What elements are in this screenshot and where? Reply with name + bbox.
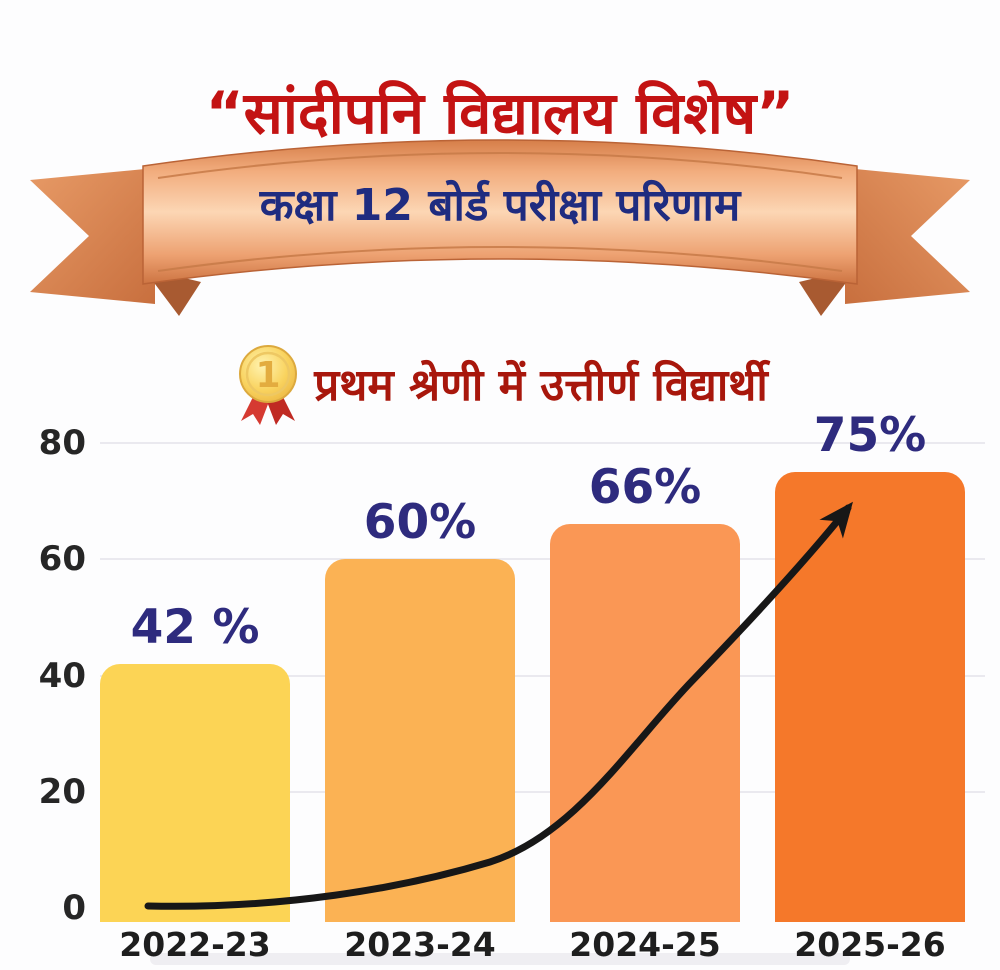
y-axis-tick-40: 40	[38, 655, 86, 696]
subtitle: प्रथम श्रेणी में उत्तीर्ण विद्यार्थी	[314, 360, 768, 411]
y-axis-tick-60: 60	[38, 539, 86, 580]
bar-2023-24	[325, 559, 515, 922]
ribbon-right-tail	[845, 168, 970, 304]
bar-2024-25	[550, 524, 740, 922]
ribbon-banner	[25, 136, 975, 341]
value-label-2023-24: 60%	[363, 495, 477, 551]
y-axis-tick-80: 80	[38, 423, 86, 463]
banner-title: कक्षा 12 बोर्ड परीक्षा परिणाम	[259, 180, 741, 231]
svg-text:1: 1	[256, 355, 281, 396]
ribbon-left-tail	[30, 168, 155, 304]
value-label-2024-25: 66%	[588, 460, 702, 516]
value-label-2025-26: 75%	[813, 408, 927, 464]
bar-2025-26	[775, 472, 965, 922]
y-axis-tick-20: 20	[38, 771, 86, 812]
subtitle-row: 1 प्रथम श्रेणी में उत्तीर्ण विद्यार्थी	[0, 338, 1000, 433]
x-axis-tick-2025-26: 2025-26	[794, 925, 946, 964]
gridline-80	[100, 442, 985, 444]
x-axis-tick-2022-23: 2022-23	[119, 925, 271, 964]
page-title: “सांदीपनि विद्यालय विशेष”	[205, 79, 795, 148]
gold-medal-icon: 1	[239, 344, 298, 425]
bar-2022-23	[100, 663, 290, 922]
bottom-shadow-band	[150, 953, 850, 965]
x-axis-tick-2024-25: 2024-25	[569, 925, 721, 964]
value-label-2022-23: 42 %	[130, 599, 260, 655]
ribbon-band	[142, 139, 858, 285]
x-axis-tick-2023-24: 2023-24	[344, 925, 496, 964]
y-axis-tick-0: 0	[62, 888, 86, 928]
ribbon-banner-graphic	[30, 139, 970, 316]
